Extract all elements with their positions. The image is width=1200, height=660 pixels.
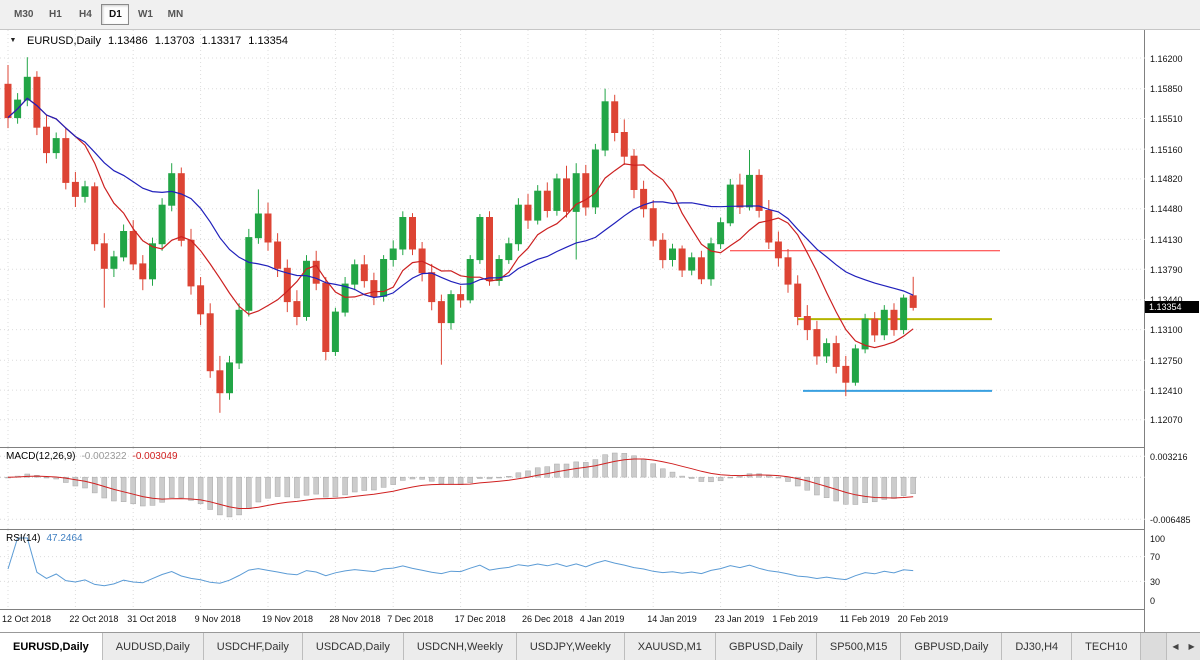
price-axis-label: 1.15160 (1150, 144, 1183, 155)
rsi-panel[interactable]: RSI(14) 47.2464 (0, 530, 1145, 610)
chart-tab-eurusd-daily[interactable]: EURUSD,Daily (0, 633, 103, 660)
date-label: 11 Feb 2019 (839, 614, 890, 624)
chart-tab-usdcad-daily[interactable]: USDCAD,Daily (302, 633, 404, 660)
symbol-dropdown-icon[interactable]: ▼ (9, 36, 17, 44)
rsi-canvas (0, 530, 1145, 609)
timeframe-button-h4[interactable]: H4 (79, 9, 92, 20)
price-axis-label: 1.13440 (1150, 295, 1183, 305)
rsi-axis-label: 70 (1150, 552, 1161, 563)
date-label: 17 Dec 2018 (454, 614, 506, 624)
candles-layer (4, 57, 917, 413)
macd-axis-label: -0.006485 (1150, 514, 1191, 525)
ohlc-high-value: 1.13703 (154, 35, 195, 47)
rsi-axis-label: 0 (1150, 595, 1156, 606)
price-axis-label: 1.14130 (1150, 234, 1183, 245)
current-price-badge: 1.13354 (1145, 300, 1199, 313)
macd-name: MACD(12,26,9) (6, 451, 76, 462)
chart-tab-sp500-m15[interactable]: SP500,M15 (816, 633, 902, 660)
chart-tab-gbpusd-daily[interactable]: GBPUSD,Daily (901, 633, 1003, 660)
chart-tab-audusd-daily[interactable]: AUDUSD,Daily (102, 633, 204, 660)
timeframe-button-m30[interactable]: M30 (14, 9, 34, 20)
price-axis[interactable]: 1.16200 1.15850 1.15510 1.15160 1.14820 1.144… (1145, 30, 1200, 632)
rsi-label: RSI(14) 47.2464 (6, 533, 83, 544)
date-axis: 12 Oct 2018 22 Oct 2018 31 Oct 2018 9 Nov 2… (0, 610, 1144, 632)
timeframe-button-mn[interactable]: MN (167, 9, 184, 20)
chart-tabs: EURUSD,Daily AUDUSD,Daily USDCHF,Daily USDC… (0, 633, 1166, 660)
date-label: 20 Feb 2019 (897, 614, 949, 624)
date-label: 4 Jan 2019 (579, 614, 625, 624)
date-label: 14 Jan 2019 (647, 614, 697, 624)
ma-slow-line (7, 97, 914, 299)
timeframe-toolbar: M30 H1 H4 D1 W1 MN (0, 0, 1200, 30)
chart-tabbar: EURUSD,Daily AUDUSD,Daily USDCHF,Daily USDC… (0, 632, 1200, 660)
chart-workspace: ▼ EURUSD,Daily 1.13486 1.13703 1.13317 1… (0, 30, 1200, 632)
chart-tab-tech10[interactable]: TECH10 (1072, 633, 1142, 660)
timeframe-button-w1[interactable]: W1 (137, 9, 153, 20)
tab-scroll-right-icon[interactable]: ▶ (1188, 642, 1195, 651)
chart-tab-usdjpy-weekly[interactable]: USDJPY,Weekly (516, 633, 625, 660)
price-axis-label: 1.13100 (1150, 325, 1183, 336)
rsi-axis-label: 100 (1150, 533, 1166, 544)
chart-symbol-label: EURUSD,Daily (27, 35, 101, 47)
macd-signal-value: -0.003049 (132, 451, 178, 462)
macd-panel[interactable]: MACD(12,26,9) -0.002322 -0.003049 (0, 448, 1145, 530)
price-axis-label: 1.12410 (1150, 385, 1183, 396)
chart-tab-usdchf-daily[interactable]: USDCHF,Daily (203, 633, 303, 660)
ma-fast-line (7, 97, 914, 349)
chart-tab-dj30-h4[interactable]: DJ30,H4 (1002, 633, 1073, 660)
macd-canvas (0, 448, 1145, 529)
date-label: 31 Oct 2018 (127, 614, 177, 624)
rsi-axis-label: 30 (1150, 576, 1161, 587)
price-axis-label: 1.14820 (1150, 174, 1183, 185)
macd-histogram (5, 452, 916, 518)
macd-signal-line (7, 458, 914, 509)
chart-title: ▼ EURUSD,Daily 1.13486 1.13703 1.13317 1… (6, 35, 289, 47)
price-axis-label: 1.16200 (1150, 53, 1183, 64)
date-label: 26 Dec 2018 (522, 614, 574, 624)
date-label: 9 Nov 2018 (194, 614, 241, 624)
timeframe-button-d1[interactable]: D1 (101, 4, 130, 25)
rsi-name: RSI(14) (6, 533, 41, 544)
date-label: 1 Feb 2019 (772, 614, 818, 624)
date-label: 19 Nov 2018 (262, 614, 314, 624)
date-label: 12 Oct 2018 (2, 614, 52, 624)
vgrid-layer (7, 530, 905, 609)
price-chart-canvas (0, 30, 1145, 447)
ohlc-open-value: 1.13486 (107, 35, 148, 47)
grid-layer (0, 57, 1145, 421)
rsi-value: 47.2464 (46, 533, 83, 544)
macd-label: MACD(12,26,9) -0.002322 -0.003049 (6, 451, 178, 462)
date-label: 23 Jan 2019 (714, 614, 765, 624)
tab-scroll-controls: ◀ ▶ (1166, 633, 1200, 660)
macd-axis-label: 0.003216 (1150, 451, 1188, 462)
timeframe-button-h1[interactable]: H1 (49, 9, 62, 20)
tab-scroll-left-icon[interactable]: ◀ (1172, 642, 1179, 651)
chart-tab-gbpusd-daily[interactable]: GBPUSD,Daily (715, 633, 817, 660)
rsi-line (7, 537, 914, 587)
ohlc-low-value: 1.13317 (201, 35, 242, 47)
ohlc-close-value: 1.13354 (248, 35, 289, 47)
date-label: 22 Oct 2018 (69, 614, 119, 624)
price-axis-label: 1.14480 (1150, 204, 1183, 215)
macd-main-value: -0.002322 (81, 451, 127, 462)
price-chart-panel[interactable]: ▼ EURUSD,Daily 1.13486 1.13703 1.13317 1… (0, 30, 1145, 448)
price-axis-label: 1.13790 (1150, 264, 1183, 275)
date-label: 7 Dec 2018 (387, 614, 434, 624)
date-label: 28 Nov 2018 (329, 614, 381, 624)
price-axis-label: 1.12750 (1150, 355, 1183, 366)
chart-plots: ▼ EURUSD,Daily 1.13486 1.13703 1.13317 1… (0, 30, 1145, 632)
chart-tab-usdcnh-weekly[interactable]: USDCNH,Weekly (403, 633, 517, 660)
price-axis-label: 1.15850 (1150, 84, 1183, 95)
price-axis-label: 1.12070 (1150, 415, 1183, 426)
price-axis-label: 1.15510 (1150, 114, 1183, 124)
chart-tab-xauusd-m1[interactable]: XAUUSD,M1 (624, 633, 716, 660)
